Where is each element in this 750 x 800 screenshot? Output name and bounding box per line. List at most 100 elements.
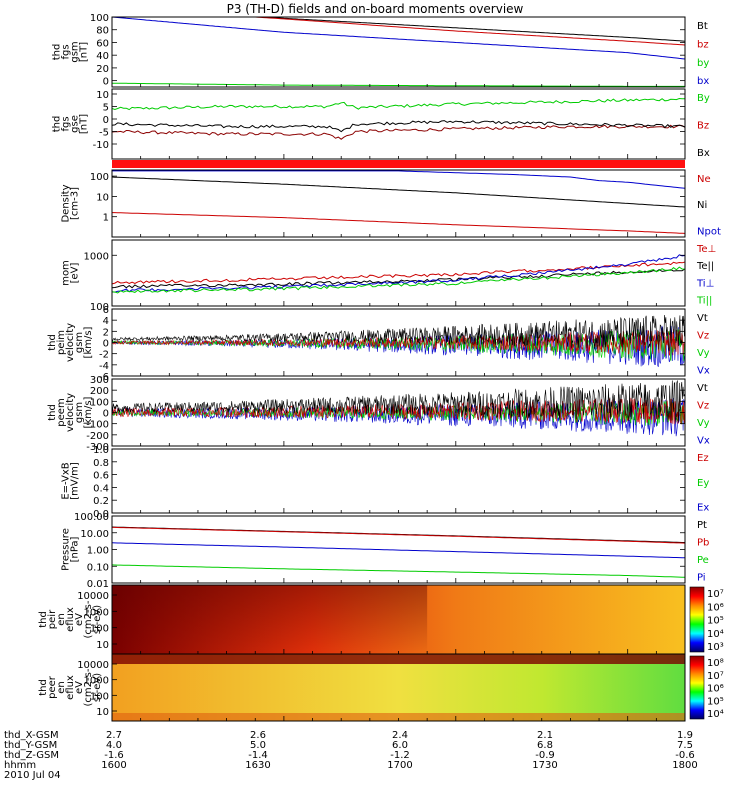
y-axis-label-line: gsm — [74, 332, 85, 353]
series-group — [112, 170, 685, 234]
legend-label: Bt — [697, 21, 708, 32]
legend-label: Te⊥ — [696, 244, 716, 255]
y-axis-label-line: gsm — [70, 41, 81, 62]
y-axis-label-line: peem — [56, 398, 67, 426]
y-axis-label: mom[eV] — [61, 260, 81, 286]
y-axis-label-line: eV — [74, 681, 85, 694]
y-tick-label: 10 — [96, 707, 109, 718]
y-tick-label: 4 — [103, 316, 109, 327]
y-axis-label-line: [nPa] — [70, 536, 81, 562]
y-tick-label: 1 — [103, 213, 109, 224]
y-axis-label-line: peir — [47, 609, 58, 629]
y-tick-label: 0.8 — [93, 458, 109, 469]
legend-label: Ez — [697, 453, 709, 464]
y-axis-label-line: (cm2-s- — [83, 668, 94, 706]
series-group — [112, 526, 685, 578]
figure-title: P3 (TH-D) fields and on-board moments ov… — [227, 2, 524, 16]
y-tick-label: 0.0 — [93, 509, 109, 520]
legend-label: Vz — [697, 330, 709, 341]
series-group — [112, 17, 685, 87]
x-row-value: 1730 — [532, 760, 557, 771]
y-tick-label: 10 — [96, 90, 109, 101]
y-tick-label: 0 — [103, 339, 109, 350]
y-tick-label: 10000 — [77, 660, 109, 671]
y-tick-label: 0.01 — [87, 579, 109, 590]
y-tick-label: 10.00 — [80, 529, 109, 540]
series-line-Pb — [112, 526, 685, 544]
y-axis-label: Pressure[nPa] — [61, 528, 81, 571]
y-axis-label-line: en — [56, 681, 67, 694]
series-noise-Vy — [112, 401, 685, 426]
y-axis-label-line: sr-eV) — [92, 673, 103, 702]
colorbar-tick-label: 10⁷ — [707, 671, 724, 682]
x-row-value: 6.0 — [392, 740, 408, 751]
y-tick-label: 200 — [90, 386, 109, 397]
y-tick-label: -4 — [99, 361, 109, 372]
legend-label: Ex — [697, 503, 709, 514]
y-tick-label: 1.00 — [87, 546, 109, 557]
series-group — [112, 97, 685, 140]
x-row-value: 6.8 — [537, 740, 553, 751]
y-axis-label: E=-VxB[mV/m] — [61, 462, 81, 500]
series-group — [112, 380, 685, 437]
series-line-Pe — [112, 564, 685, 578]
colorbar — [689, 655, 705, 720]
series-group — [112, 254, 685, 294]
x-row-value: 2.7 — [106, 730, 122, 741]
y-axis-label-line: eflux — [65, 607, 76, 632]
y-axis-label-line: gsm — [74, 402, 85, 423]
y-tick-label: 100 — [90, 624, 109, 635]
legend-label: Vy — [697, 418, 710, 429]
x-row-value: -0.6 — [675, 750, 695, 761]
legend-label: Vx — [697, 435, 710, 446]
legend-label: Bx — [697, 148, 710, 159]
y-axis-label-line: eflux — [65, 675, 76, 700]
y-axis-label-line: sr-eV) — [92, 605, 103, 634]
series-noise-Vz — [112, 328, 685, 357]
y-axis-label-line: eV — [74, 613, 85, 626]
y-tick-label: 1000 — [84, 676, 109, 687]
series-line-bz — [248, 17, 685, 46]
y-axis-label-line: thd — [47, 404, 58, 421]
y-tick-label: 100 — [90, 691, 109, 702]
y-tick-label: 0 — [103, 77, 109, 88]
series-line-Ti|| — [112, 266, 685, 294]
legend-label: Vx — [697, 365, 710, 376]
y-tick-label: 1000 — [84, 607, 109, 618]
series-line-Bx — [112, 120, 685, 133]
x-row-label: hhmm — [4, 760, 36, 771]
colorbar-tick-label: 10⁴ — [707, 709, 724, 720]
legend-label: Ne — [697, 174, 711, 185]
legend-label: Vt — [697, 383, 708, 394]
panel-frame — [111, 448, 686, 514]
legend-label: Pi — [697, 572, 706, 583]
y-tick-label: -6 — [99, 372, 109, 383]
y-axis-label-line: thd — [47, 334, 58, 351]
y-tick-label: 60 — [96, 38, 109, 49]
panels: 100806040200Btbzbybxthdfgsgsm[nT]1050-5-… — [38, 13, 724, 722]
colorbar-tick-label: 10⁷ — [707, 589, 724, 600]
x-axis-date: 2010 Jul 04 — [4, 770, 61, 781]
series-line-Npot — [112, 170, 685, 189]
y-tick-label: 5 — [103, 103, 109, 114]
series-line-Ni — [112, 176, 685, 208]
x-row-value: 1600 — [101, 760, 126, 771]
y-axis-label-line: E=-VxB — [61, 462, 72, 499]
y-tick-label: 0.10 — [87, 562, 109, 573]
panel-8: 100.00 10.00 1.00 0.10 0.01 Pt Pb Pe Pi Pressure[… — [61, 512, 710, 590]
x-row-value: 1800 — [672, 760, 697, 771]
y-tick-label: -10 — [93, 140, 109, 151]
y-tick-label: -5 — [99, 128, 109, 139]
y-axis-label-line: [mV/m] — [70, 462, 81, 500]
x-row-value: 2.4 — [392, 730, 408, 741]
y-tick-label: 40 — [96, 51, 109, 62]
y-axis-label-line: velocity — [65, 323, 76, 362]
series-line-Ne — [112, 212, 685, 234]
y-axis-label-line: velocity — [65, 393, 76, 432]
